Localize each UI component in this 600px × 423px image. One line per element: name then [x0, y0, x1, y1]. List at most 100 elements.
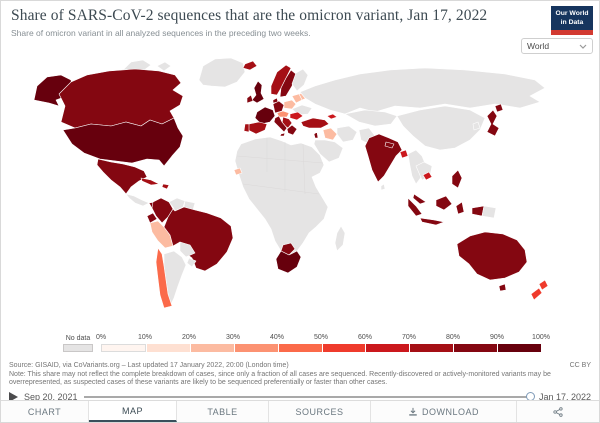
country-madagascar[interactable] [334, 225, 346, 252]
country-chile[interactable] [155, 247, 173, 309]
country-brazil[interactable] [163, 206, 234, 272]
legend-bin[interactable] [365, 344, 410, 352]
legend-tick-label: 80% [445, 334, 461, 341]
country-france[interactable] [254, 106, 276, 125]
country-venezuela[interactable] [168, 197, 186, 212]
country-tasmania[interactable] [498, 283, 507, 292]
license-link[interactable]: CC BY [569, 362, 591, 369]
legend-bin[interactable] [453, 344, 498, 352]
country-papua-new-guinea[interactable] [481, 205, 497, 219]
tabs-container: CHART MAP TABLE SOURCES DOWNLOAD [1, 401, 517, 422]
timeline-track[interactable] [83, 392, 535, 401]
legend-scale: 0% 10% 20% 30% 40% 50% 60% 70% 80% 90% 100% [96, 334, 550, 352]
tab-label: TABLE [207, 406, 238, 417]
country-turkey[interactable] [300, 117, 330, 129]
country-cuba[interactable] [140, 177, 160, 186]
country-botswana[interactable] [280, 242, 296, 256]
region-dropdown[interactable]: World [521, 38, 593, 54]
country-central-america[interactable] [125, 193, 150, 207]
tab-chart[interactable]: CHART [1, 401, 89, 422]
legend-bin[interactable] [321, 344, 366, 352]
tab-download[interactable]: DOWNLOAD [371, 401, 517, 422]
legend-bin[interactable] [277, 344, 322, 352]
country-bangladesh[interactable] [399, 149, 409, 159]
country-sicily[interactable] [279, 132, 286, 137]
country-bolivia[interactable] [179, 241, 196, 258]
source-text: Source: GISAID, via CoVariants.org – Las… [9, 362, 289, 369]
tab-map[interactable]: MAP [89, 401, 177, 422]
country-senegal[interactable] [233, 167, 243, 176]
country-russia[interactable] [299, 67, 546, 115]
country-nepal[interactable] [384, 141, 395, 149]
country-germany[interactable] [272, 100, 285, 114]
share-button[interactable] [517, 401, 599, 422]
country-sumatra[interactable] [407, 197, 423, 217]
country-canada[interactable] [58, 68, 184, 129]
country-greece[interactable] [286, 124, 298, 136]
country-israel[interactable] [313, 131, 319, 139]
tab-table[interactable]: TABLE [177, 401, 269, 422]
legend-tick-label: 10% [137, 334, 153, 341]
country-cambodia[interactable] [422, 171, 433, 181]
country-spain[interactable] [247, 121, 268, 135]
country-japan[interactable] [486, 109, 500, 137]
legend-no-data-swatch [63, 344, 93, 352]
country-sri-lanka[interactable] [380, 183, 386, 191]
country-hispaniola[interactable] [161, 183, 170, 190]
legend-bin[interactable] [101, 344, 146, 352]
country-iceland[interactable] [242, 60, 258, 71]
country-finland[interactable] [291, 68, 309, 92]
country-greenland[interactable] [198, 57, 246, 88]
world-map-svg [33, 57, 549, 309]
tab-label: CHART [27, 406, 62, 417]
page-title: Share of SARS-CoV-2 sequences that are t… [11, 7, 488, 24]
country-new-zealand-north[interactable] [538, 279, 549, 291]
country-usa[interactable] [62, 117, 184, 167]
tab-label: MAP [121, 405, 143, 416]
legend-bin[interactable] [233, 344, 278, 352]
legend-bar [101, 344, 542, 352]
legend-no-data[interactable]: No data [63, 335, 93, 352]
country-south-korea[interactable] [472, 121, 481, 131]
owid-logo[interactable]: Our World in Data [551, 6, 593, 35]
country-georgia[interactable] [326, 113, 338, 120]
tab-sources[interactable]: SOURCES [269, 401, 371, 422]
legend-bin[interactable] [497, 344, 542, 352]
note-text: Note: This share may not reflect the com… [9, 371, 551, 386]
country-philippines[interactable] [451, 169, 463, 189]
country-borneo[interactable] [435, 195, 453, 211]
legend-bin[interactable] [145, 344, 190, 352]
country-australia[interactable] [456, 231, 528, 281]
country-iran[interactable] [336, 125, 358, 143]
country-poland[interactable] [283, 99, 297, 110]
country-hokkaido[interactable] [494, 103, 504, 113]
country-italy[interactable] [273, 115, 288, 133]
legend-tick-label: 90% [489, 334, 505, 341]
legend-bin[interactable] [189, 344, 234, 352]
legend-bin[interactable] [409, 344, 454, 352]
country-romania[interactable] [289, 111, 304, 121]
play-button[interactable] [9, 392, 18, 402]
country-central-asia[interactable] [344, 109, 398, 127]
country-java[interactable] [419, 217, 445, 226]
country-ireland[interactable] [246, 94, 254, 104]
country-india[interactable] [364, 133, 403, 183]
country-saudi-peninsula[interactable] [313, 139, 344, 163]
country-africa[interactable] [234, 136, 329, 256]
country-iraq[interactable] [322, 127, 338, 141]
country-malay-peninsula[interactable] [412, 193, 427, 205]
country-china-mongolia[interactable] [396, 105, 486, 151]
country-portugal[interactable] [243, 123, 250, 133]
country-south-africa[interactable] [275, 250, 302, 274]
timeline-start-date: Sep 20, 2021 [24, 392, 78, 402]
country-new-zealand-south[interactable] [530, 287, 543, 301]
country-sulawesi[interactable] [455, 201, 465, 215]
chevron-down-icon [579, 44, 587, 49]
country-paraguay[interactable] [186, 257, 197, 268]
country-ecuador[interactable] [146, 212, 158, 224]
country-belarus[interactable] [291, 93, 303, 104]
country-mexico[interactable] [96, 158, 148, 195]
country-uk[interactable] [251, 80, 265, 104]
share-icon [553, 406, 563, 417]
legend-tick-label: 40% [269, 334, 285, 341]
